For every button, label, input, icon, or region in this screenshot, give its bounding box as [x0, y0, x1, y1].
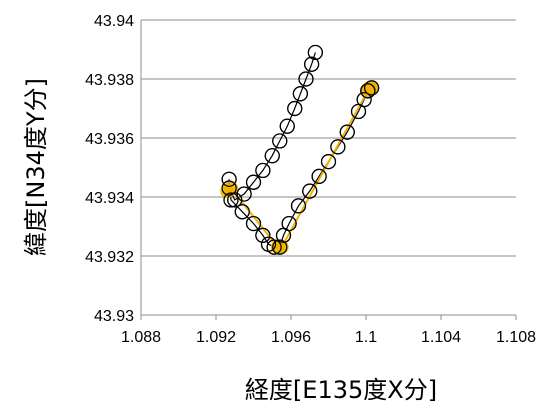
data-point: [287, 100, 303, 117]
series-line: [228, 52, 372, 248]
x-tick-label: 1.1: [355, 329, 377, 346]
data-point: [302, 183, 318, 199]
data-point: [266, 239, 282, 255]
axes: [140, 20, 517, 320]
x-tick-label: 1.104: [421, 329, 461, 346]
data-point: [223, 192, 239, 208]
x-tick-label: 1.108: [496, 329, 536, 346]
data-point: [298, 71, 314, 87]
data-point: [339, 124, 355, 140]
data-point: [281, 215, 297, 232]
data-point: [255, 227, 271, 243]
data-point: [320, 154, 337, 170]
y-tick-label: 43.94: [94, 13, 134, 30]
data-point: [304, 56, 320, 72]
data-point: [290, 198, 307, 214]
data-point: [234, 204, 250, 220]
data-point: [236, 186, 252, 202]
series-0: [221, 44, 380, 255]
series-0-overlay: [221, 44, 380, 255]
data-point: [364, 80, 380, 96]
data-point: [272, 239, 288, 255]
data-point: [356, 92, 372, 108]
data-point: [272, 133, 288, 149]
x-tick-label: 1.096: [271, 329, 311, 346]
data-point: [264, 148, 280, 164]
data-point: [307, 44, 323, 61]
y-tick-label: 43.938: [85, 72, 134, 89]
data-series: [220, 44, 380, 255]
series-line: [226, 86, 372, 249]
y-tick-label: 43.932: [85, 249, 134, 266]
y-tick-label: 43.936: [85, 131, 134, 148]
data-point: [292, 86, 308, 102]
y-tick-label: 43.93: [94, 308, 134, 325]
data-point: [221, 171, 237, 187]
data-point: [360, 83, 376, 99]
data-point: [311, 168, 327, 184]
x-axis-title: 経度[E135度X分]: [245, 376, 437, 404]
x-tick-label: 1.088: [121, 329, 161, 346]
data-point: [245, 174, 262, 190]
grid-lines: [141, 19, 516, 257]
data-point: [330, 139, 346, 155]
data-point: [255, 162, 271, 179]
y-axis-title: 緯度[N34度Y分]: [22, 78, 50, 256]
tick-labels: 43.93 43.932 43.934 43.936 43.938 43.94 1.088 1…: [85, 13, 536, 346]
y-tick-label: 43.934: [85, 190, 134, 207]
data-point: [245, 215, 262, 232]
series-1: [220, 80, 379, 255]
data-point: [221, 180, 237, 196]
x-tick-label: 1.092: [196, 329, 236, 346]
data-point: [279, 118, 295, 134]
